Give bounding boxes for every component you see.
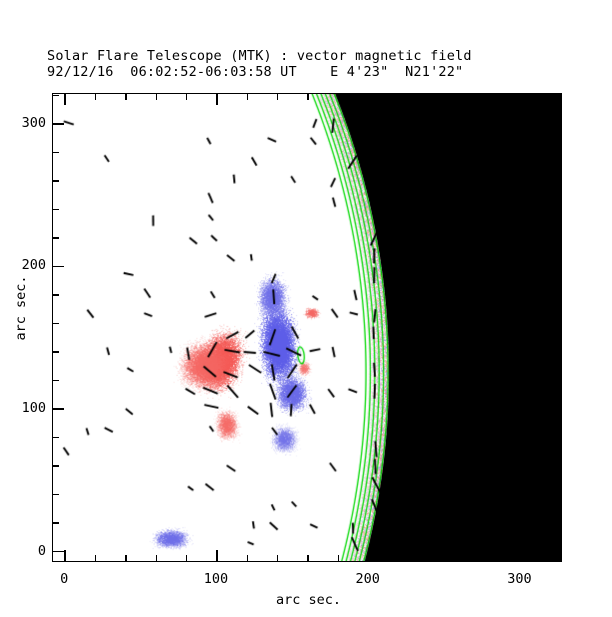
x-tick-top	[489, 94, 491, 100]
x-tick	[307, 555, 309, 561]
y-tick-right	[550, 408, 561, 410]
x-tick	[155, 555, 157, 561]
x-tick	[489, 555, 491, 561]
x-tick-top	[428, 94, 431, 100]
x-tick-top	[368, 94, 370, 105]
x-tick-top	[337, 94, 340, 100]
y-tick	[53, 94, 59, 97]
y-tick-right	[555, 180, 561, 182]
y-tick	[53, 237, 59, 239]
x-tick	[185, 555, 188, 561]
x-tick	[519, 550, 522, 561]
y-tick	[53, 493, 59, 496]
y-tick-right	[550, 550, 561, 553]
y-tick	[53, 436, 59, 439]
y-tick	[53, 522, 59, 524]
x-tick-label: 200	[355, 571, 380, 587]
y-tick-right	[555, 436, 561, 439]
y-tick-right	[555, 351, 561, 353]
figure-subtitle-line-2: 92/12/16 06:02:52-06:03:58 UT E 4'23" N2…	[47, 64, 464, 80]
y-tick	[53, 123, 64, 125]
y-tick-right	[555, 322, 561, 325]
x-tick	[368, 550, 370, 561]
y-tick-label: 200	[21, 257, 46, 274]
x-tick-label: 100	[203, 571, 229, 587]
figure-title-line-1: Solar Flare Telescope (MTK) : vector mag…	[47, 48, 472, 64]
y-tick-label: 100	[21, 400, 46, 417]
x-tick	[398, 555, 400, 561]
x-tick-top	[519, 94, 522, 105]
y-tick-right	[555, 379, 561, 382]
y-axis-title: arc sec.	[13, 275, 29, 341]
y-tick-label: 0	[37, 542, 46, 559]
x-axis-title: arc sec.	[276, 592, 342, 608]
y-tick-right	[555, 465, 561, 467]
x-tick	[94, 555, 97, 561]
y-tick	[53, 550, 64, 553]
y-tick-right	[550, 265, 561, 268]
y-tick-right	[555, 522, 561, 524]
y-tick	[53, 379, 59, 382]
magnetogram-canvas	[53, 94, 561, 561]
x-tick-top	[64, 94, 66, 105]
x-tick-top	[125, 94, 127, 100]
y-tick	[53, 151, 59, 154]
x-tick	[459, 555, 461, 561]
y-tick-label: 300	[21, 114, 46, 131]
x-tick	[276, 555, 279, 561]
x-tick-top	[94, 94, 97, 100]
x-tick-top	[276, 94, 279, 100]
plot-area	[52, 93, 562, 562]
y-tick	[53, 408, 64, 410]
x-tick-top	[216, 94, 218, 105]
y-tick	[53, 265, 64, 268]
y-tick-right	[555, 151, 561, 154]
y-tick-right	[555, 94, 561, 97]
y-tick	[53, 465, 59, 467]
x-tick-top	[307, 94, 309, 100]
x-tick	[216, 550, 218, 561]
x-tick-top	[246, 94, 248, 100]
y-tick-right	[555, 493, 561, 496]
x-tick	[428, 555, 431, 561]
y-tick-right	[555, 294, 561, 296]
y-tick	[53, 294, 59, 296]
x-tick-top	[185, 94, 188, 100]
x-tick	[337, 555, 340, 561]
y-tick-right	[555, 208, 561, 211]
x-tick-top	[155, 94, 157, 100]
y-tick	[53, 208, 59, 211]
y-tick	[53, 322, 59, 325]
y-tick-right	[550, 123, 561, 125]
x-tick-top	[550, 94, 552, 100]
x-tick-top	[459, 94, 461, 100]
x-tick	[550, 555, 552, 561]
x-tick	[246, 555, 248, 561]
y-tick	[53, 180, 59, 182]
x-tick-label: 300	[507, 571, 532, 587]
x-tick	[125, 555, 127, 561]
x-tick	[64, 550, 66, 561]
y-tick-right	[555, 237, 561, 239]
y-tick	[53, 351, 59, 353]
x-tick-top	[398, 94, 400, 100]
x-tick-label: 0	[60, 571, 69, 587]
